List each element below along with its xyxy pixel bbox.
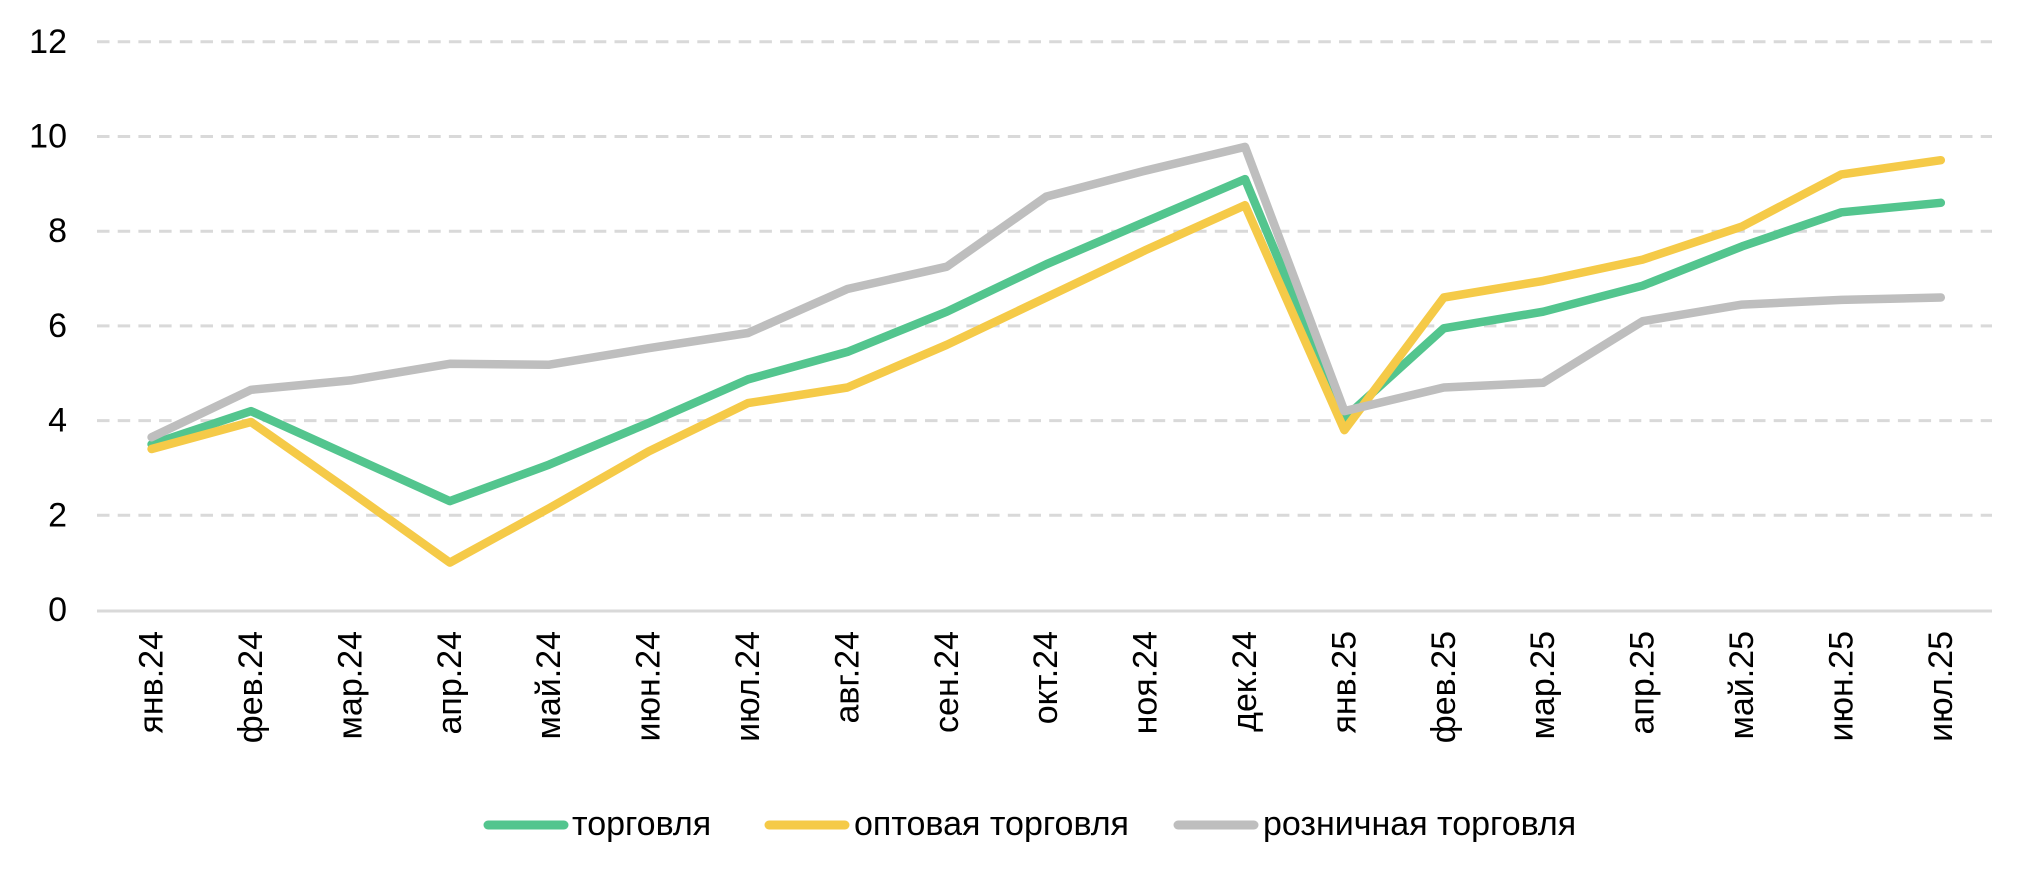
svg-text:июл.24: июл.24 [729,631,767,742]
svg-text:июл.25: июл.25 [1922,631,1960,742]
svg-text:май.24: май.24 [530,631,568,740]
svg-text:ноя.24: ноя.24 [1127,631,1165,734]
svg-text:янв.25: янв.25 [1325,631,1363,734]
svg-text:10: 10 [29,118,67,156]
svg-text:мар.25: мар.25 [1524,631,1562,739]
svg-text:апр.24: апр.24 [431,631,469,735]
svg-text:4: 4 [48,402,67,440]
svg-text:фев.24: фев.24 [232,631,270,743]
svg-text:дек.24: дек.24 [1226,631,1264,732]
svg-text:окт.24: окт.24 [1027,631,1065,724]
svg-text:торговля: торговля [572,805,711,843]
svg-text:янв.24: янв.24 [133,631,171,734]
svg-text:8: 8 [48,212,67,250]
svg-text:фев.25: фев.25 [1425,631,1463,743]
svg-text:июн.24: июн.24 [630,631,668,742]
svg-text:май.25: май.25 [1723,631,1761,740]
svg-text:оптовая торговля: оптовая торговля [854,805,1129,843]
svg-text:авг.24: авг.24 [828,631,866,724]
svg-text:0: 0 [48,591,67,629]
svg-text:июн.25: июн.25 [1822,631,1860,742]
svg-text:6: 6 [48,307,67,345]
svg-text:апр.25: апр.25 [1624,631,1662,735]
svg-text:мар.24: мар.24 [331,631,369,739]
svg-text:12: 12 [29,23,67,61]
svg-text:2: 2 [48,496,67,534]
svg-text:сен.24: сен.24 [928,631,966,733]
svg-text:розничная торговля: розничная торговля [1263,805,1576,843]
